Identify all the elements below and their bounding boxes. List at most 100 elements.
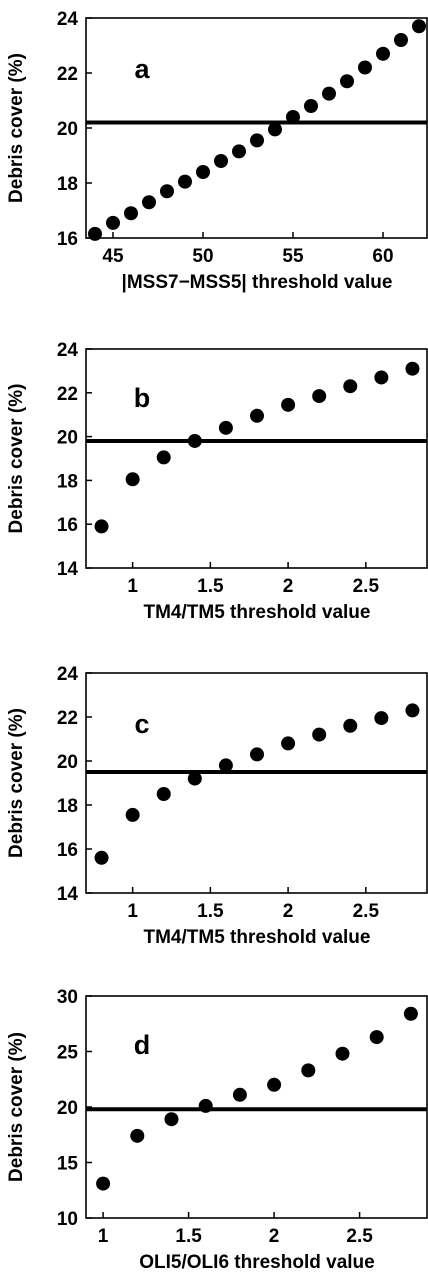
data-point (369, 1030, 384, 1045)
x-tick-label: 2 (269, 1226, 280, 1247)
data-point (286, 110, 300, 124)
data-point (232, 1087, 247, 1102)
y-tick-label: 25 (57, 1043, 79, 1064)
chart-panel-c: 14 16 18 20 22 24 1 1.5 2 2.5 c TM4/TM5 threshold v… (6, 664, 428, 948)
data-point (340, 74, 354, 89)
data-point (312, 727, 327, 742)
data-point (405, 703, 420, 718)
data-point (125, 807, 140, 822)
data-point (250, 133, 264, 148)
chart-panel-d: 10 15 20 25 30 1 1.5 2 2.5 d OLI5/OLI6 threshold v… (6, 987, 428, 1273)
y-tick-label: 20 (57, 119, 78, 140)
y-tick-label: 10 (57, 1209, 78, 1230)
x-tick-label: 60 (372, 246, 393, 267)
data-point (94, 519, 109, 534)
data-point (125, 472, 140, 487)
y-tick-label: 16 (57, 229, 78, 250)
x-tick-label: 1.5 (197, 901, 224, 922)
data-point (96, 1176, 111, 1191)
y-tick-label: 20 (57, 752, 78, 773)
data-point (268, 122, 282, 137)
data-point (218, 420, 233, 435)
panel-label: d (134, 1030, 151, 1060)
y-tick-label: 20 (57, 1098, 78, 1119)
y-axis-label: Debris cover (%) (6, 708, 27, 858)
chart-panel-b: 14 16 18 20 22 24 1 1.5 2 2.5 b TM4/TM5 threshold v… (6, 340, 428, 623)
data-point (281, 397, 296, 412)
y-axis-label: Debris cover (%) (6, 1032, 27, 1182)
data-point (250, 747, 264, 762)
data-point (196, 165, 210, 179)
data-point (130, 1128, 145, 1143)
data-point (358, 60, 372, 75)
y-tick-label: 15 (57, 1154, 79, 1175)
data-point (124, 206, 138, 221)
data-point (267, 1077, 282, 1092)
x-tick-label: 1 (127, 901, 138, 922)
data-point (156, 450, 171, 465)
data-point (405, 361, 420, 376)
y-tick-label: 18 (57, 471, 78, 492)
y-tick-label: 22 (57, 384, 78, 405)
x-tick-label: 1 (127, 576, 138, 597)
y-tick-label: 24 (57, 340, 79, 361)
plot-frame (85, 348, 428, 569)
data-point (187, 433, 202, 448)
data-point (142, 195, 156, 210)
y-tick-label: 22 (57, 708, 78, 729)
panel-label: b (134, 383, 151, 413)
y-tick-label: 16 (57, 840, 78, 861)
data-point (218, 758, 233, 773)
data-point (281, 736, 296, 751)
data-point (403, 1006, 418, 1021)
y-tick-label: 30 (57, 987, 78, 1008)
x-axis-label: TM4/TM5 threshold value (144, 602, 371, 623)
x-axis-label: |MSS7−MSS5| threshold value (122, 272, 393, 293)
data-point (156, 787, 171, 801)
chart-panel-a: 16 18 20 22 24 45 50 55 60 a |MSS7−MSS5| threshold… (6, 9, 428, 293)
data-point (106, 215, 120, 230)
panel-label: a (134, 54, 150, 84)
y-tick-label: 14 (57, 559, 79, 580)
y-tick-label: 16 (57, 515, 78, 536)
y-tick-label: 20 (57, 428, 78, 449)
y-tick-label: 18 (57, 174, 78, 195)
x-tick-label: 2 (283, 576, 294, 597)
x-tick-label: 1 (98, 1226, 109, 1247)
y-axis-label: Debris cover (%) (6, 384, 27, 534)
x-tick-label: 2.5 (353, 901, 380, 922)
x-tick-label: 1.5 (175, 1226, 202, 1247)
plot-frame (85, 17, 428, 239)
data-point (88, 226, 102, 241)
y-tick-label: 14 (57, 884, 79, 905)
x-tick-label: 45 (102, 246, 124, 267)
data-point (160, 184, 174, 199)
data-point (304, 99, 318, 113)
y-tick-label: 24 (57, 664, 79, 685)
y-tick-label: 22 (57, 64, 78, 85)
x-tick-label: 2.5 (346, 1226, 373, 1247)
x-tick-label: 50 (192, 246, 213, 267)
panel-label: c (134, 709, 149, 739)
data-point (376, 46, 390, 61)
data-point (250, 408, 264, 423)
data-point (374, 711, 389, 726)
x-tick-label: 55 (282, 246, 304, 267)
data-point (178, 174, 192, 189)
data-point (214, 154, 228, 168)
data-point (94, 850, 109, 865)
x-tick-label: 2 (283, 901, 294, 922)
y-tick-label: 24 (57, 9, 79, 30)
data-point (335, 1046, 350, 1061)
data-point (412, 19, 426, 34)
data-point (343, 379, 358, 394)
data-point (301, 1063, 316, 1078)
data-point (232, 144, 246, 159)
data-point (187, 771, 202, 786)
x-tick-label: 2.5 (353, 576, 380, 597)
data-point (322, 86, 336, 101)
data-point (394, 33, 408, 47)
data-point (374, 370, 389, 385)
plot-frame (85, 672, 428, 894)
